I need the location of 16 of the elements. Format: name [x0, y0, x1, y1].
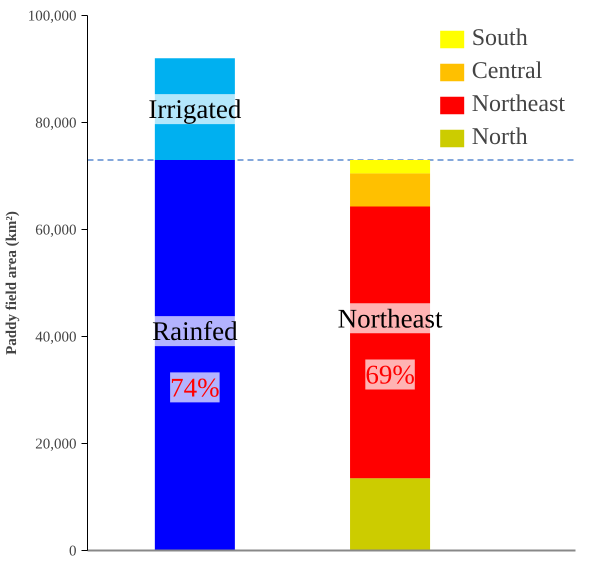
annotation: 74%	[170, 372, 220, 402]
series-label: Irrigated	[148, 94, 242, 124]
legend-label: South	[472, 25, 528, 52]
legend-label: Northeast	[472, 91, 565, 118]
y-tick-label: 40,000	[35, 330, 76, 346]
legend-label: North	[472, 124, 528, 151]
y-tick-label: 0	[69, 544, 76, 560]
text: Northeast	[338, 303, 443, 334]
legend-label: Central	[472, 58, 542, 85]
annotation: 69%	[365, 359, 415, 390]
series-label: Rainfed	[152, 316, 238, 346]
y-tick-label: 80,000	[35, 116, 76, 132]
y-tick-label: 20,000	[35, 436, 76, 452]
y-tick-label: 60,000	[35, 222, 76, 238]
y-tick-label: 100,000	[28, 8, 76, 24]
y-axis-title: Paddy field area (km²)	[4, 211, 20, 355]
